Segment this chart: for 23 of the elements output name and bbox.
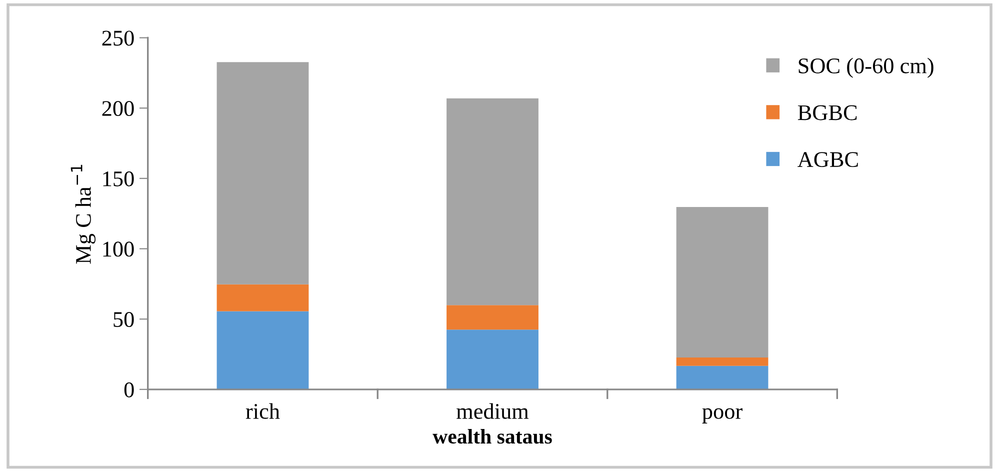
x-axis-title: wealth sataus <box>432 428 552 444</box>
y-tick-label: 0 <box>124 382 134 398</box>
x-tick-label: poor <box>702 408 742 424</box>
y-axis-title: Mg C ha$^{−1}$ <box>70 164 96 264</box>
bar <box>676 366 768 390</box>
x-tick-label: rich <box>246 403 280 419</box>
y-tick-label: 200 <box>102 101 134 116</box>
bar <box>216 62 309 284</box>
bar <box>216 311 309 390</box>
legend-label: AGBC <box>798 152 858 168</box>
y-tick-label: 100 <box>103 242 134 257</box>
bar <box>676 206 768 358</box>
legend-label: SOC (0-60 cm) <box>798 58 934 78</box>
y-tick-label: 250 <box>102 30 134 46</box>
y-tick-label: 50 <box>114 312 134 327</box>
bar <box>216 284 309 312</box>
y-tick-label: 150 <box>103 171 134 186</box>
bar <box>446 330 538 390</box>
bar <box>446 98 538 306</box>
bar <box>446 305 538 330</box>
x-tick-label: medium <box>456 403 529 419</box>
bar <box>676 357 768 366</box>
legend-label: BGBC <box>798 105 857 120</box>
